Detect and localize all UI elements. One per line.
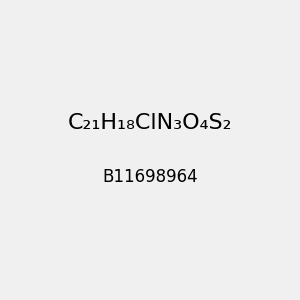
- Text: C₂₁H₁₈ClN₃O₄S₂: C₂₁H₁₈ClN₃O₄S₂: [68, 113, 232, 133]
- Text: B11698964: B11698964: [102, 168, 198, 186]
